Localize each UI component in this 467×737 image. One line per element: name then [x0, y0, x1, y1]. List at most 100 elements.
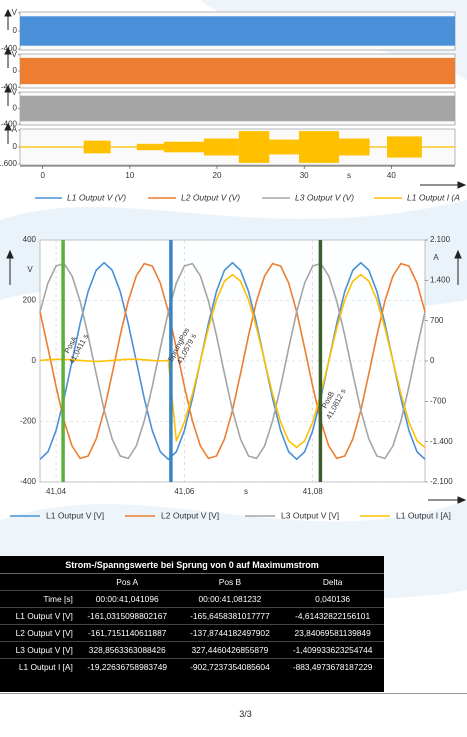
y2-tick-label: 2.100	[430, 235, 451, 244]
row-label: L1 Output I [A]	[0, 658, 76, 675]
y-tick-label: -400	[20, 477, 37, 486]
x-tick-label: 40	[387, 171, 396, 180]
series-line	[39, 273, 426, 449]
table-cell: -137,8744182497902	[178, 624, 282, 642]
table-cell: -1,409933623254744	[281, 641, 384, 659]
page-number: 3/3	[239, 709, 252, 719]
table-cell: 0,040136	[281, 590, 384, 608]
table-cell: 23,84069581139849	[281, 624, 384, 642]
table-cell: 00:00:41,041096	[75, 590, 179, 608]
header-cell: Delta	[322, 577, 343, 587]
signal-band	[203, 138, 239, 156]
signal-band	[339, 138, 370, 156]
legend-label: L1 Output V (V)	[67, 192, 126, 202]
table-cell: 328,8563363088426	[75, 641, 179, 659]
legend-label: L2 Output V (V)	[181, 192, 240, 202]
table-row: Time [s] 00:00:41,041096 00:00:41,081232 0,…	[0, 590, 384, 608]
arrow-head	[457, 496, 467, 504]
arrow-head	[4, 84, 12, 93]
y-tick-label: 0	[13, 104, 18, 113]
header-row: Pos A Pos B Delta	[0, 574, 384, 591]
y2-tick-label: 1.400	[430, 275, 451, 284]
arrow-head	[457, 181, 467, 189]
legend-label: L1 Output I (A	[407, 192, 460, 202]
y2-tick-label: 0	[430, 356, 435, 365]
header-cell: Pos B	[218, 577, 242, 587]
signal-band	[20, 95, 455, 122]
arrow-head	[454, 249, 462, 259]
y-tick-label: 0	[13, 26, 18, 35]
legend-label: L1 Output I [A]	[396, 510, 451, 520]
arrow-head	[4, 46, 12, 55]
table-cell: -161,0315098802167	[75, 607, 179, 625]
legend-label: L3 Output V (V)	[295, 192, 354, 202]
signal-band	[136, 143, 164, 151]
x-tick-label: 41,04	[46, 487, 67, 496]
table-cell: -161,7151140611887	[75, 624, 179, 642]
y2-axis-label: A	[433, 253, 439, 262]
x-tick-label: 20	[213, 171, 222, 180]
signal-band	[269, 139, 299, 155]
y-tick-label: 200	[23, 296, 37, 305]
table-row: L1 Output I [A] -19,22636758983749 -902,72…	[0, 658, 384, 675]
y2-tick-label: -2.100	[430, 477, 453, 486]
footer-rule	[0, 693, 467, 694]
x-tick-label: 30	[300, 171, 309, 180]
header-cell: Pos A	[116, 577, 139, 587]
y-tick-label: V	[12, 8, 18, 17]
signal-band	[163, 141, 204, 153]
signal-band	[83, 140, 111, 154]
x-axis-label: s	[347, 171, 351, 180]
signal-band	[238, 131, 270, 163]
table-cell: 00:00:41,081232	[178, 590, 282, 608]
legend-label: L1 Output V [V]	[46, 510, 104, 520]
y2-tick-label: 700	[430, 316, 444, 325]
signal-band	[387, 136, 422, 158]
x-axis-label: s	[244, 487, 248, 496]
row-label: L3 Output V [V]	[0, 641, 76, 659]
y-tick-label: A	[12, 125, 18, 134]
y-axis-label: V	[27, 265, 33, 274]
legend-label: L3 Output V [V]	[281, 510, 339, 520]
table-row: L3 Output V [V] 328,8563363088426 327,4460…	[0, 641, 384, 659]
table-cell: -165,6458381017777	[178, 607, 282, 625]
table-cell: -883,4973678187229	[281, 658, 384, 675]
table-row: L2 Output V [V] -161,7151140611887 -137,87…	[0, 624, 384, 642]
x-tick-label: 41,08	[303, 487, 324, 496]
y2-tick-label: -700	[430, 396, 447, 405]
table-cell: 327,4460426855879	[178, 641, 282, 659]
y-tick-label: V	[12, 88, 18, 97]
y-tick-label: 400	[23, 235, 37, 244]
y-tick-label: -200	[20, 417, 37, 426]
header-cell	[0, 574, 76, 591]
row-label: L2 Output V [V]	[0, 624, 76, 642]
series-line	[39, 261, 426, 461]
x-tick-label: 41,06	[174, 487, 195, 496]
row-label: L1 Output V [V]	[0, 607, 76, 625]
table: Pos A Pos B Delta Time [s] 00:00:41,041096 00…	[0, 574, 384, 675]
table-cell: -19,22636758983749	[75, 658, 179, 675]
y-tick-label: 0	[13, 142, 18, 151]
table-title: Strom-/Spanngswerte bei Sprung von 0 auf…	[0, 556, 384, 574]
table-cell: -902,7237354085604	[178, 658, 282, 675]
arrow-head	[4, 8, 12, 17]
y-tick-label: 0	[13, 66, 18, 75]
y-tick-label: -400	[1, 44, 18, 53]
legend-label: L2 Output V [V]	[161, 510, 219, 520]
y-tick-label: 0	[32, 356, 37, 365]
arrow-head	[4, 122, 12, 131]
decor	[4, 8, 467, 504]
y-tick-label: -400	[1, 82, 18, 91]
series-line	[39, 262, 426, 460]
signal-band	[20, 16, 455, 46]
signal-band	[20, 57, 455, 85]
table-row: L1 Output V [V] -161,0315098802167 -165,64…	[0, 607, 384, 625]
table-body: Pos A Pos B Delta Time [s] 00:00:41,041096 00…	[0, 574, 384, 675]
y-tick-label: -1.600	[0, 159, 18, 168]
arrow-head	[6, 249, 14, 259]
value-table: Strom-/Spanngswerte bei Sprung von 0 auf…	[0, 556, 384, 692]
x-tick-label: 10	[125, 171, 134, 180]
y-tick-label: -400	[1, 119, 18, 128]
